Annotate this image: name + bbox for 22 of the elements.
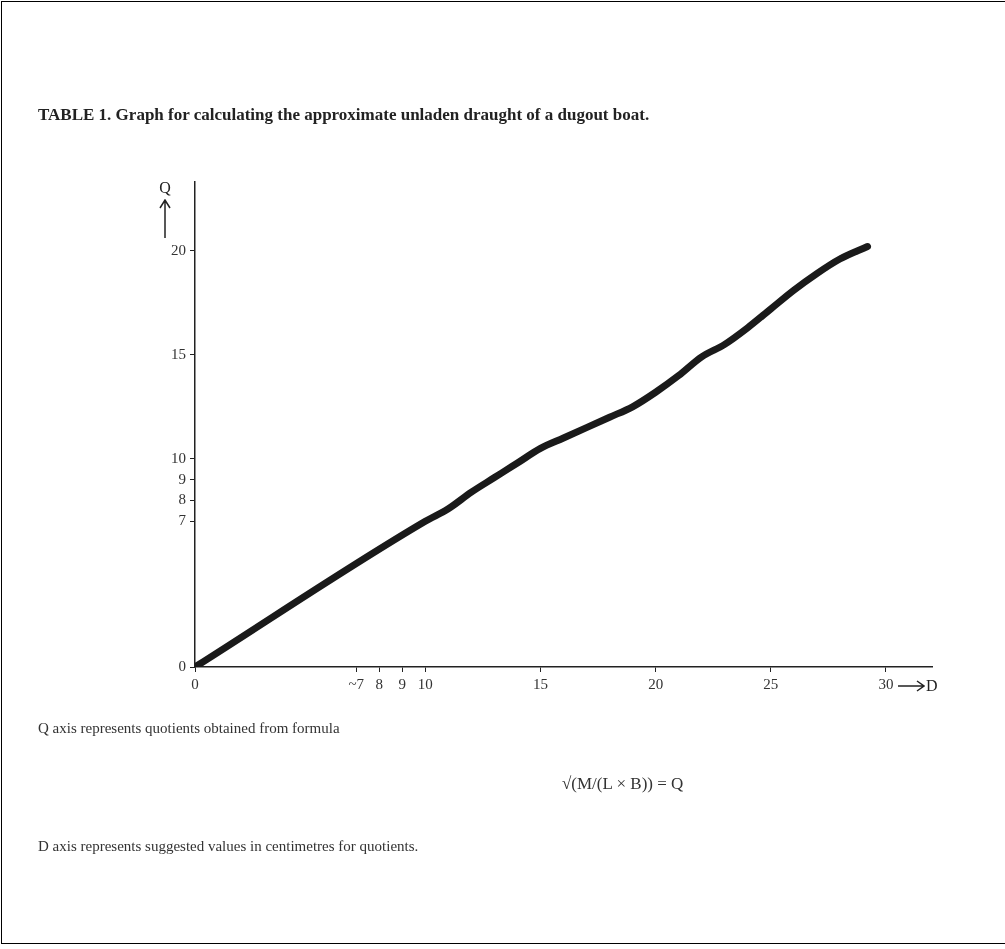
y-tick-label: 10 [171,449,186,466]
x-axis-title: D [925,677,938,695]
text: √(M/(L × B)) = Q [562,774,684,794]
chart-title: TABLE 1. Graph for calculating the approximate unladen draught of a dugout boat. [38,105,650,125]
y-tick-label: 9 [178,470,186,487]
x-tick-label: 15 [532,675,548,692]
y-axis-title: Q [159,178,172,196]
x-tick-label: 9 [398,675,407,692]
y-tick-label: 15 [171,345,186,362]
y-tick-label: 20 [171,241,186,258]
x-tick-label: 0 [191,675,199,692]
y-tick-label: 0 [178,657,186,674]
x-tick-label: 8 [375,675,383,692]
text: D axis represents suggested values in centimetres for quotients. [38,838,419,855]
y-tick-label: 7 [178,512,187,529]
x-tick-label: 10 [417,675,433,692]
x-tick-label: ~7 [348,675,365,692]
text: Q axis represents quotients obtained from formula [38,720,340,737]
x-tick-label: 30 [878,675,894,692]
x-tick-label: 25 [763,675,779,692]
y-tick-label: 8 [178,491,186,508]
x-tick-label: 20 [648,675,664,692]
